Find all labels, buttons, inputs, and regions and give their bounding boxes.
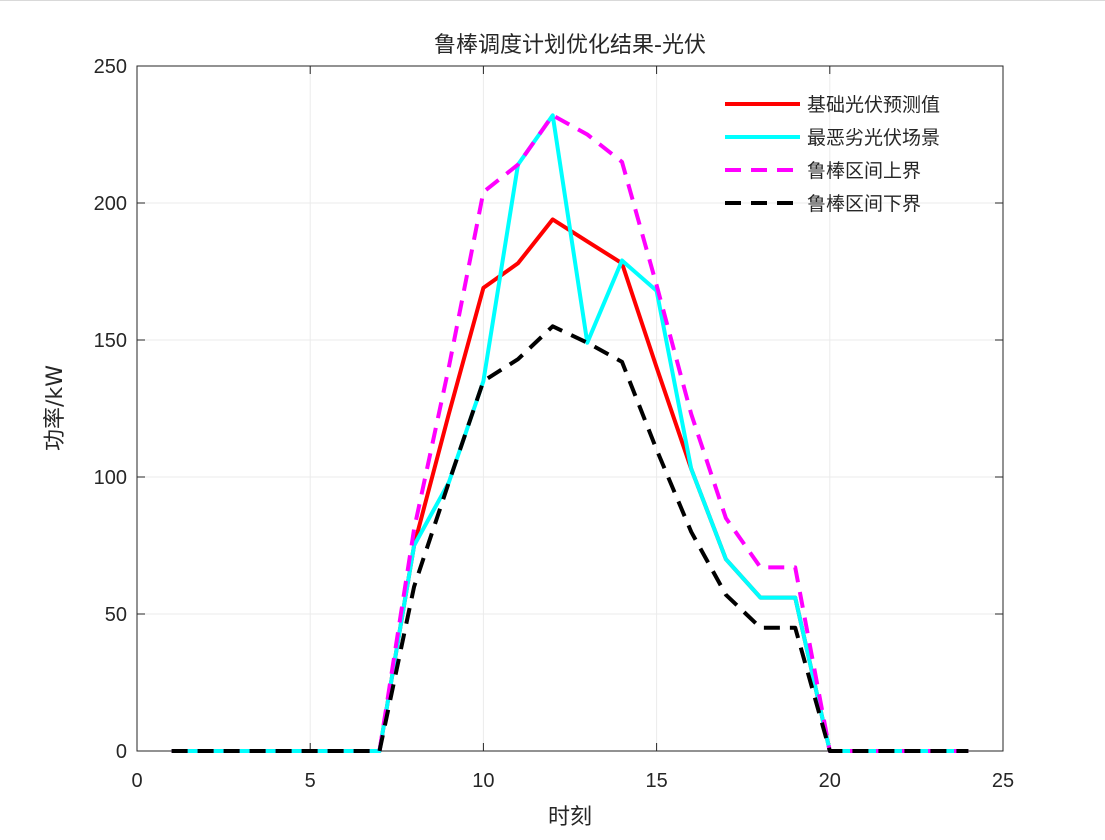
y-axis-label: 功率/kW	[43, 365, 68, 451]
legend: 基础光伏预测值 最恶劣光伏场景 鲁棒区间上界 鲁棒区间下界	[725, 94, 940, 215]
legend-label: 最恶劣光伏场景	[807, 127, 940, 149]
chart-title: 鲁棒调度计划优化结果-光伏	[434, 33, 706, 58]
y-tick-label: 250	[94, 56, 127, 78]
y-tick-label: 200	[94, 193, 127, 215]
x-tick-label: 25	[992, 770, 1014, 792]
legend-label: 鲁棒区间上界	[807, 160, 921, 182]
y-tick-label: 100	[94, 467, 127, 489]
x-tick-label: 0	[131, 770, 142, 792]
y-tick-label: 150	[94, 330, 127, 352]
y-tick-label: 50	[105, 604, 127, 626]
series-line	[171, 217, 969, 753]
legend-label: 鲁棒区间下界	[807, 193, 921, 215]
series-line	[171, 324, 969, 753]
plot-frame	[136, 65, 1004, 752]
legend-label: 基础光伏预测值	[807, 94, 940, 116]
y-tick-label: 0	[116, 741, 127, 763]
x-tick-label: 10	[472, 770, 494, 792]
x-tick-label: 5	[305, 770, 316, 792]
top-border	[0, 0, 1105, 1]
x-axis-label: 时刻	[548, 805, 592, 830]
x-tick-label: 15	[645, 770, 667, 792]
grid	[137, 66, 1003, 751]
x-tick-label: 20	[819, 770, 841, 792]
series-lines	[171, 113, 969, 753]
